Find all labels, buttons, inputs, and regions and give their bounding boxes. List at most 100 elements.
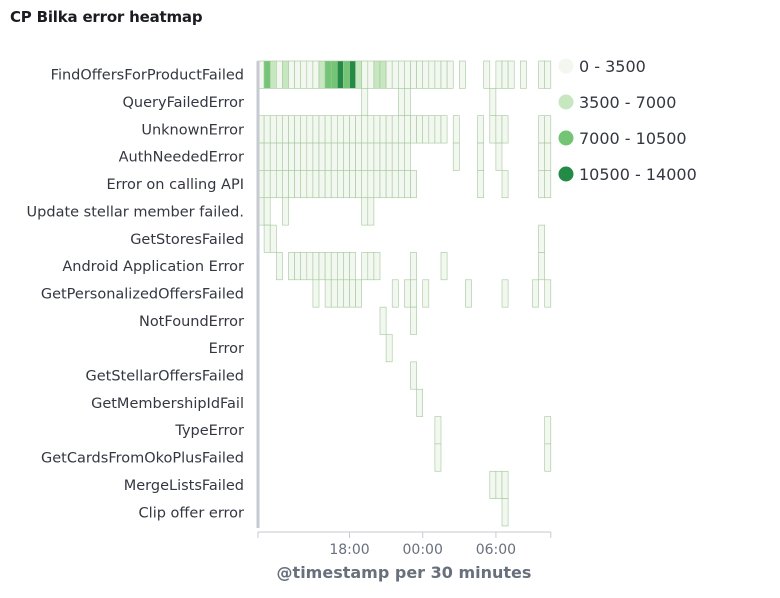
heatmap-cell[interactable] <box>501 470 509 499</box>
heatmap-cell[interactable] <box>440 252 448 281</box>
heatmap-cell[interactable] <box>367 170 375 199</box>
heatmap-cell[interactable] <box>373 170 381 199</box>
heatmap-cell[interactable] <box>361 142 369 171</box>
heatmap-cell[interactable] <box>275 170 283 199</box>
heatmap-cell[interactable] <box>294 142 302 171</box>
heatmap-cell[interactable] <box>434 443 442 472</box>
heatmap-cell[interactable] <box>355 115 363 144</box>
legend-label[interactable]: 3500 - 7000 <box>579 93 676 112</box>
heatmap-cell[interactable] <box>330 142 338 171</box>
heatmap-cell[interactable] <box>269 60 277 89</box>
heatmap-cell[interactable] <box>452 142 460 171</box>
heatmap-cell[interactable] <box>391 142 399 171</box>
heatmap-cell[interactable] <box>404 279 411 308</box>
heatmap-cell[interactable] <box>544 443 552 472</box>
heatmap-cell[interactable] <box>318 115 326 144</box>
legend-label[interactable]: 0 - 3500 <box>579 57 646 76</box>
heatmap-cell[interactable] <box>477 115 485 144</box>
heatmap-cell[interactable] <box>312 60 320 89</box>
heatmap-cell[interactable] <box>269 142 277 171</box>
heatmap-cell[interactable] <box>379 306 387 335</box>
heatmap-cell[interactable] <box>410 279 417 308</box>
heatmap-cell[interactable] <box>300 170 308 199</box>
heatmap-cell[interactable] <box>288 60 295 89</box>
heatmap-cell[interactable] <box>312 115 320 144</box>
heatmap-cell[interactable] <box>361 197 369 226</box>
heatmap-cell[interactable] <box>404 142 411 171</box>
heatmap-cell[interactable] <box>275 60 283 89</box>
heatmap-cell[interactable] <box>410 115 417 144</box>
heatmap-cell[interactable] <box>385 60 393 89</box>
heatmap-cell[interactable] <box>275 142 283 171</box>
heatmap-cell[interactable] <box>306 142 314 171</box>
heatmap-cell[interactable] <box>379 170 387 199</box>
heatmap-cell[interactable] <box>373 60 381 89</box>
heatmap-cell[interactable] <box>282 170 289 199</box>
heatmap-cell[interactable] <box>428 115 436 144</box>
heatmap-cell[interactable] <box>434 416 442 445</box>
heatmap-cell[interactable] <box>263 142 271 171</box>
heatmap-cell[interactable] <box>544 142 552 171</box>
heatmap-cell[interactable] <box>379 115 387 144</box>
heatmap-cell[interactable] <box>495 142 503 171</box>
heatmap-cell[interactable] <box>275 115 283 144</box>
heatmap-cell[interactable] <box>336 60 344 89</box>
heatmap-cell[interactable] <box>397 60 405 89</box>
heatmap-cell[interactable] <box>397 115 405 144</box>
heatmap-cell[interactable] <box>373 142 381 171</box>
heatmap-cell[interactable] <box>501 60 509 89</box>
heatmap-cell[interactable] <box>294 170 302 199</box>
heatmap-cell[interactable] <box>300 142 308 171</box>
heatmap-cell[interactable] <box>330 60 338 89</box>
heatmap-cell[interactable] <box>397 170 405 199</box>
heatmap-cell[interactable] <box>324 170 332 199</box>
heatmap-cell[interactable] <box>391 60 399 89</box>
heatmap-cell[interactable] <box>312 170 320 199</box>
heatmap-cell[interactable] <box>385 115 393 144</box>
heatmap-cell[interactable] <box>318 170 326 199</box>
heatmap-cell[interactable] <box>330 252 338 281</box>
heatmap-cell[interactable] <box>318 252 326 281</box>
heatmap-cell[interactable] <box>343 279 350 308</box>
heatmap-cell[interactable] <box>422 279 430 308</box>
heatmap-cell[interactable] <box>391 170 399 199</box>
heatmap-cell[interactable] <box>343 252 350 281</box>
heatmap-cell[interactable] <box>330 279 338 308</box>
heatmap-cell[interactable] <box>489 470 497 499</box>
heatmap-cell[interactable] <box>458 60 466 89</box>
heatmap-cell[interactable] <box>440 60 448 89</box>
heatmap-cell[interactable] <box>294 60 302 89</box>
heatmap-cell[interactable] <box>410 60 417 89</box>
heatmap-cell[interactable] <box>330 115 338 144</box>
heatmap-cell[interactable] <box>410 252 417 281</box>
heatmap-cell[interactable] <box>324 60 332 89</box>
heatmap-cell[interactable] <box>373 252 381 281</box>
heatmap-cell[interactable] <box>349 60 356 89</box>
heatmap-cell[interactable] <box>263 60 271 89</box>
heatmap-cell[interactable] <box>404 170 411 199</box>
heatmap-cell[interactable] <box>324 115 332 144</box>
heatmap-cell[interactable] <box>355 142 363 171</box>
heatmap-cell[interactable] <box>294 252 302 281</box>
heatmap-cell[interactable] <box>391 115 399 144</box>
heatmap-cell[interactable] <box>324 279 332 308</box>
heatmap-cell[interactable] <box>495 115 503 144</box>
heatmap-cell[interactable] <box>452 115 460 144</box>
heatmap-cell[interactable] <box>275 252 283 281</box>
heatmap-cell[interactable] <box>501 170 509 199</box>
heatmap-cell[interactable] <box>501 115 509 144</box>
heatmap-cell[interactable] <box>300 115 308 144</box>
heatmap-cell[interactable] <box>361 88 369 116</box>
heatmap-cell[interactable] <box>324 252 332 281</box>
heatmap-cell[interactable] <box>349 142 356 171</box>
heatmap-cell[interactable] <box>397 88 405 116</box>
heatmap-cell[interactable] <box>416 60 424 89</box>
heatmap-cell[interactable] <box>538 60 545 89</box>
heatmap-cell[interactable] <box>361 115 369 144</box>
heatmap-cell[interactable] <box>318 142 326 171</box>
heatmap-cell[interactable] <box>306 115 314 144</box>
heatmap-cell[interactable] <box>538 170 545 199</box>
heatmap-cell[interactable] <box>404 60 411 89</box>
heatmap-cell[interactable] <box>288 115 295 144</box>
heatmap-cell[interactable] <box>367 60 375 89</box>
